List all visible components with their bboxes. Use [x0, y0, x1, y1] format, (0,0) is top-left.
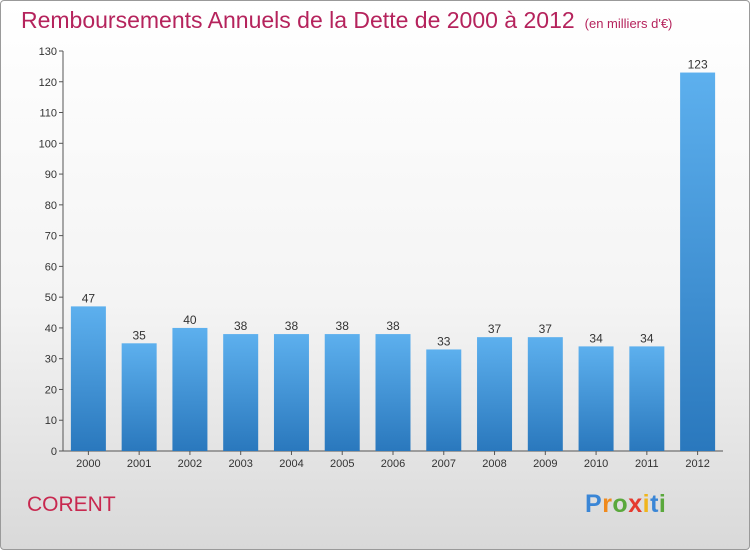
bar-value-label: 33 — [437, 334, 451, 348]
y-tick-label: 40 — [45, 323, 57, 335]
logo-letter: o — [612, 490, 629, 518]
x-tick-label: 2006 — [381, 458, 405, 470]
logo-letter: i — [658, 490, 667, 518]
bar — [273, 334, 309, 451]
x-tick-label: 2004 — [279, 458, 303, 470]
chart-title: Remboursements Annuels de la Dette de 20… — [21, 7, 575, 33]
y-tick-label: 20 — [45, 384, 57, 396]
bar-value-label: 40 — [183, 313, 197, 327]
bar — [477, 337, 513, 451]
bar-value-label: 38 — [386, 319, 400, 333]
logo-letter: i — [642, 490, 651, 518]
y-tick-label: 0 — [51, 446, 57, 458]
x-tick-label: 2000 — [76, 458, 100, 470]
chart-subtitle: (en milliers d'€) — [584, 16, 673, 31]
logo-letter: P — [585, 490, 603, 518]
y-tick-label: 60 — [45, 261, 57, 273]
x-tick-label: 2007 — [432, 458, 456, 470]
y-tick-label: 70 — [45, 231, 57, 243]
y-tick-label: 10 — [45, 415, 57, 427]
bar — [121, 343, 157, 451]
x-tick-label: 2003 — [228, 458, 252, 470]
bar — [629, 346, 665, 451]
bar-value-label: 34 — [640, 331, 654, 345]
y-tick-label: 100 — [39, 138, 57, 150]
x-tick-label: 2010 — [584, 458, 608, 470]
bar-value-label: 38 — [285, 319, 299, 333]
bar-value-label: 34 — [589, 331, 603, 345]
x-tick-label: 2008 — [482, 458, 506, 470]
logo-letter: x — [628, 490, 643, 518]
bar-value-label: 37 — [539, 322, 553, 336]
bar — [426, 349, 462, 451]
x-tick-label: 2002 — [178, 458, 202, 470]
y-tick-label: 50 — [45, 292, 57, 304]
bar-value-label: 38 — [336, 319, 350, 333]
y-tick-label: 90 — [45, 169, 57, 181]
bar — [324, 334, 360, 451]
proxiti-logo: Proxiti — [585, 490, 666, 519]
x-tick-label: 2005 — [330, 458, 354, 470]
bar — [578, 346, 614, 451]
bar — [527, 337, 563, 451]
y-tick-label: 120 — [39, 77, 57, 89]
chart-title-line: Remboursements Annuels de la Dette de 20… — [21, 7, 672, 34]
bar-value-label: 38 — [234, 319, 248, 333]
x-tick-label: 2009 — [533, 458, 557, 470]
x-tick-label: 2001 — [127, 458, 151, 470]
logo-letter: t — [650, 490, 659, 518]
bar — [375, 334, 411, 451]
bar-value-label: 35 — [132, 328, 146, 342]
y-tick-label: 30 — [45, 354, 57, 366]
x-tick-label: 2012 — [685, 458, 709, 470]
bar — [172, 327, 208, 451]
bar-value-label: 37 — [488, 322, 502, 336]
y-tick-label: 130 — [39, 46, 57, 58]
x-tick-label: 2011 — [635, 458, 659, 470]
bar-value-label: 123 — [688, 58, 708, 72]
bar — [70, 306, 106, 451]
bar — [680, 72, 716, 452]
bar — [223, 334, 259, 451]
y-tick-label: 80 — [45, 200, 57, 212]
logo-letter: r — [602, 490, 613, 518]
commune-name: CORENT — [27, 493, 116, 516]
bar-value-label: 47 — [82, 291, 96, 305]
y-tick-label: 110 — [39, 108, 57, 120]
